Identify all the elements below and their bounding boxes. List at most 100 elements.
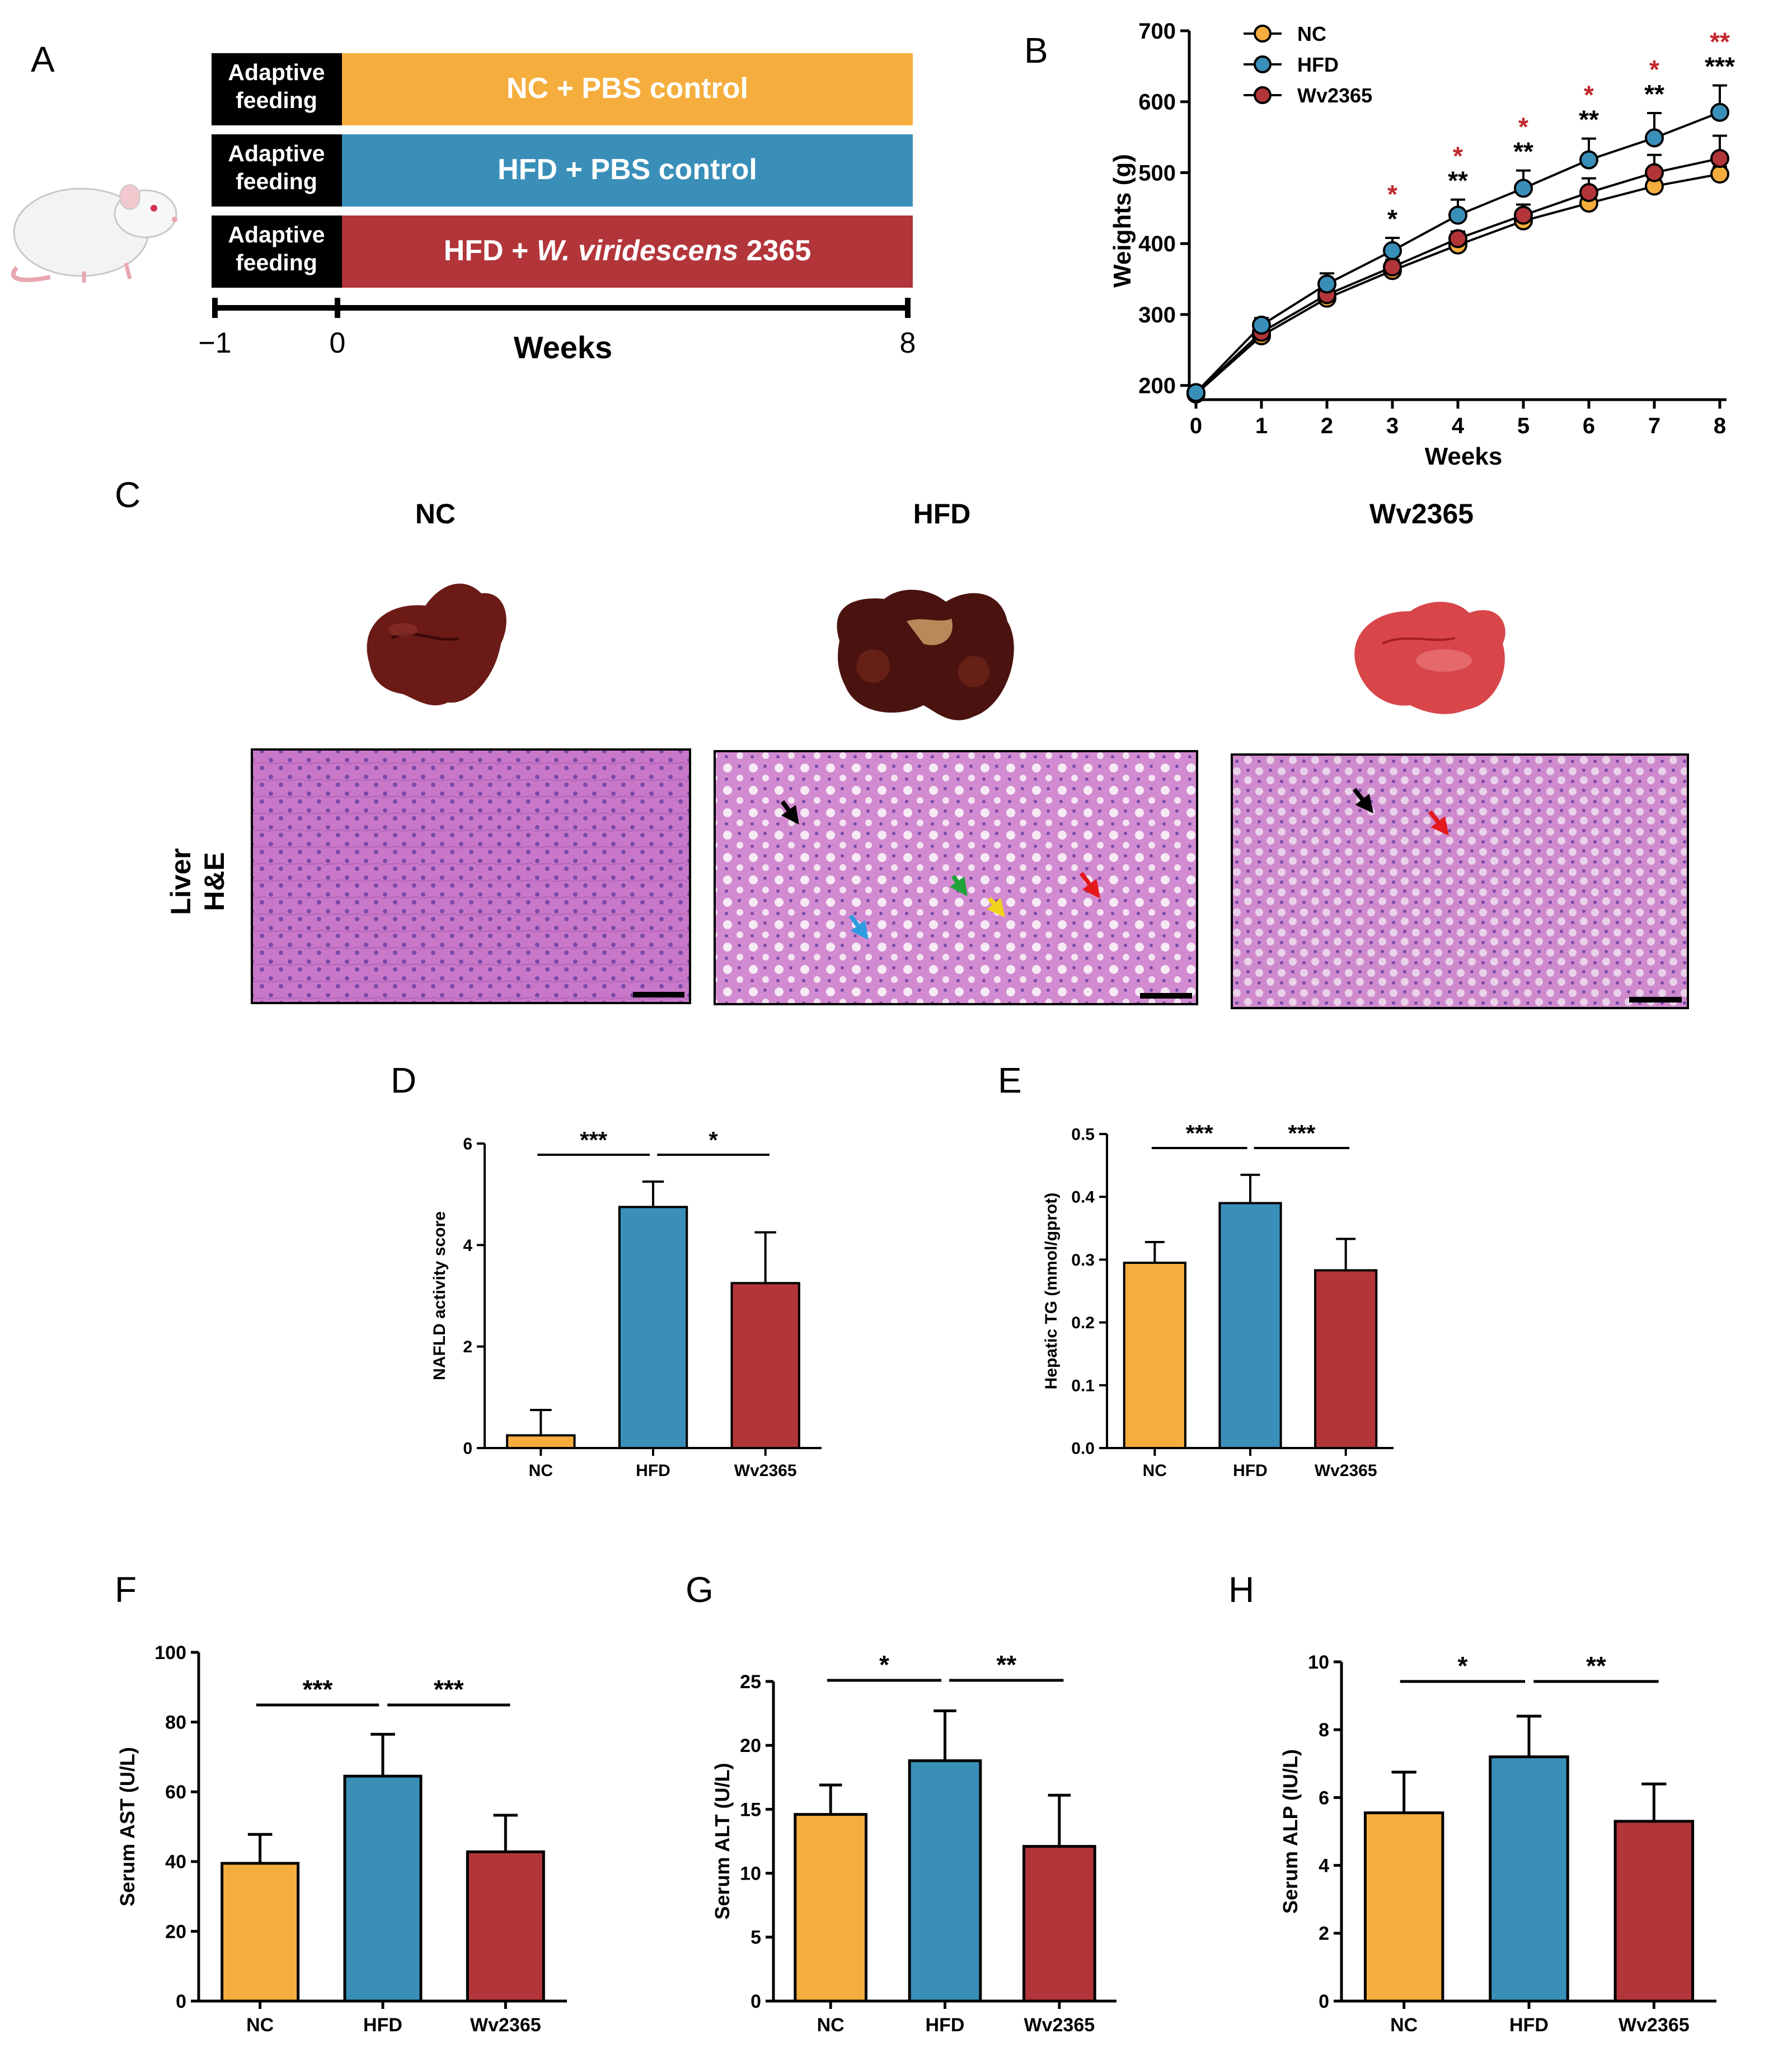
nc-bar (342, 53, 913, 125)
y-tick-label: 5 (750, 1927, 761, 1948)
adaptive-label-l2: feeding (236, 250, 317, 275)
bar-wv2365 (730, 1282, 800, 1449)
rat-illustration (11, 184, 177, 283)
legend-marker (1254, 86, 1272, 104)
x-tick-label: HFD (1509, 2014, 1549, 2036)
significance-mark: * (1457, 1651, 1467, 1680)
adaptive-label-l2: feeding (236, 87, 317, 113)
bar-wv2365 (466, 1850, 545, 2003)
y-tick-label: 300 (1138, 303, 1176, 327)
data-point-wv2365 (1514, 205, 1533, 225)
y-tick-label: 60 (165, 1782, 186, 1803)
group-label-wv: Wv2365 (1369, 498, 1474, 530)
data-point-wv2365 (1579, 182, 1598, 202)
arrow-icon (848, 914, 869, 940)
group-label-hfd: HFD (913, 498, 971, 530)
data-point-wv2365 (1448, 229, 1467, 249)
x-tick-label: 2 (1321, 414, 1333, 438)
hepatic-tg-bar-chart: NC HFD Wv2365 0.0 0.1 0.2 0.3 0.4 0.5 Hepatic TG … (1042, 1120, 1394, 1480)
row-label-liver: Liver (165, 848, 196, 915)
significance-mark: *** (434, 1675, 464, 1704)
he-image-hfd (714, 750, 1198, 1005)
timeline-tick-label: −1 (198, 327, 231, 359)
y-axis-label: Serum ALT (U/L) (711, 1763, 734, 1920)
hfd-bar (342, 134, 913, 207)
weights-line-chart: 200 300 400 500 600 700 0 1 2 3 4 5 6 7 8 Weeks Weights … (1109, 19, 1735, 470)
panel-letter-g: G (686, 1570, 714, 1610)
y-tick-label: 15 (740, 1799, 761, 1820)
panel-letter-d: D (391, 1060, 416, 1100)
x-tick-label: HFD (636, 1461, 670, 1480)
y-tick-label: 200 (1138, 374, 1176, 399)
bar-nc (794, 1813, 868, 2003)
significance-mark-red: * (1584, 81, 1594, 110)
significance-mark: * (879, 1650, 889, 1679)
x-tick-label: Wv2365 (734, 1461, 797, 1480)
x-tick-label: NC (1390, 2014, 1418, 2036)
y-tick-label: 10 (740, 1863, 761, 1885)
significance-mark: ** (996, 1650, 1016, 1679)
data-point-wv2365 (1383, 257, 1402, 277)
wv-label-post: 2365 (738, 235, 811, 267)
legend-label: Wv2365 (1297, 84, 1372, 107)
panel-letter-f: F (115, 1570, 137, 1610)
panel-letter-e: E (998, 1060, 1022, 1100)
adaptive-label-l1: Adaptive (228, 140, 325, 166)
significance-mark: * (709, 1127, 718, 1153)
x-tick-label: NC (817, 2014, 845, 2036)
he-image-wv (1231, 753, 1689, 1009)
bar-nc (506, 1434, 576, 1449)
bar-wv2365 (1314, 1269, 1378, 1450)
x-tick-label: Wv2365 (1024, 2014, 1095, 2036)
y-tick-label: 20 (165, 1921, 186, 1942)
y-tick-label: 10 (1308, 1652, 1329, 1673)
arrow-icon (987, 897, 1006, 917)
y-tick-label: 0.5 (1071, 1126, 1095, 1144)
y-tick-label: 0.3 (1071, 1251, 1095, 1269)
adaptive-label-l1: Adaptive (228, 59, 325, 85)
bar-hfd (618, 1206, 688, 1449)
bar-nc (1123, 1262, 1186, 1449)
significance-mark-red: * (1649, 55, 1659, 84)
x-tick-label: 5 (1517, 414, 1530, 438)
bar-hfd (1489, 1755, 1569, 2003)
data-point-hfd (1383, 241, 1402, 260)
y-axis-label: Hepatic TG (mmol/gprot) (1042, 1193, 1061, 1390)
data-point-hfd (1645, 128, 1664, 148)
protocol-row-nc: Adaptive feeding NC + PBS control (212, 53, 913, 125)
timeline-xlabel: Weeks (514, 330, 612, 365)
y-tick-label: 20 (740, 1735, 761, 1756)
y-tick-label: 6 (1319, 1787, 1329, 1809)
panel-letter-b: B (1024, 30, 1048, 71)
y-tick-label: 25 (740, 1671, 761, 1693)
y-tick-label: 0 (750, 1991, 761, 2012)
y-tick-label: 400 (1138, 232, 1176, 256)
legend-marker (1254, 55, 1272, 73)
significance-mark-red: * (1387, 180, 1397, 209)
y-tick-label: 100 (154, 1642, 186, 1664)
significance-mark: *** (1186, 1120, 1214, 1146)
legend-label: NC (1297, 22, 1326, 45)
y-tick-label: 0.0 (1071, 1440, 1095, 1458)
x-tick-label: 1 (1255, 414, 1268, 438)
bar-wv2365 (1613, 1820, 1695, 2003)
bar-nc (221, 1862, 300, 2003)
wv-label-species: W. viridescens (537, 235, 738, 267)
wv-protocol-label: HFD + W. viridescens 2365 (444, 235, 811, 267)
y-tick-label: 0.4 (1071, 1188, 1095, 1207)
y-tick-label: 700 (1138, 19, 1176, 44)
data-point-hfd (1317, 274, 1336, 294)
timeline: −1 0 8 Weeks (198, 298, 916, 365)
liver-photo-wv (1354, 602, 1505, 714)
y-axis-label: Serum ALP (IU/L) (1279, 1749, 1302, 1914)
x-tick-label: Wv2365 (1315, 1461, 1377, 1480)
panel-c: NC HFD Wv2365 Liver H&E (165, 498, 1689, 1009)
x-tick-label: 8 (1714, 414, 1726, 438)
x-tick-label: HFD (926, 2014, 965, 2036)
data-point-hfd (1710, 102, 1729, 122)
significance-mark: ** (1448, 166, 1468, 195)
x-tick-label: HFD (1233, 1461, 1268, 1480)
y-tick-label: 80 (165, 1712, 186, 1734)
